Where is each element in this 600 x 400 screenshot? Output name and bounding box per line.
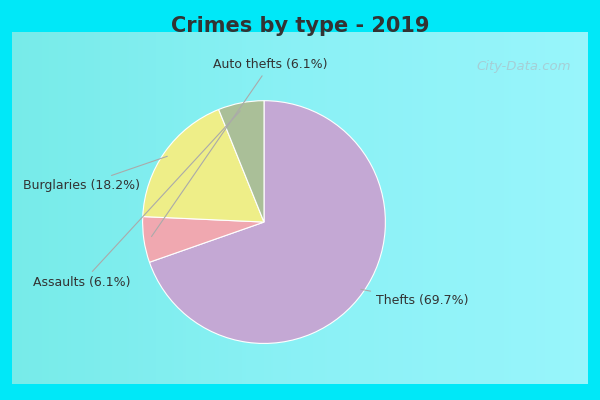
Text: City-Data.com: City-Data.com xyxy=(476,60,571,73)
Wedge shape xyxy=(143,110,264,222)
Wedge shape xyxy=(149,101,385,344)
Text: Burglaries (18.2%): Burglaries (18.2%) xyxy=(23,156,167,192)
Text: Auto thefts (6.1%): Auto thefts (6.1%) xyxy=(151,58,328,236)
Wedge shape xyxy=(143,216,264,262)
Text: Thefts (69.7%): Thefts (69.7%) xyxy=(361,289,468,308)
Text: Crimes by type - 2019: Crimes by type - 2019 xyxy=(171,16,429,36)
Wedge shape xyxy=(218,101,264,222)
Text: Assaults (6.1%): Assaults (6.1%) xyxy=(33,111,240,289)
